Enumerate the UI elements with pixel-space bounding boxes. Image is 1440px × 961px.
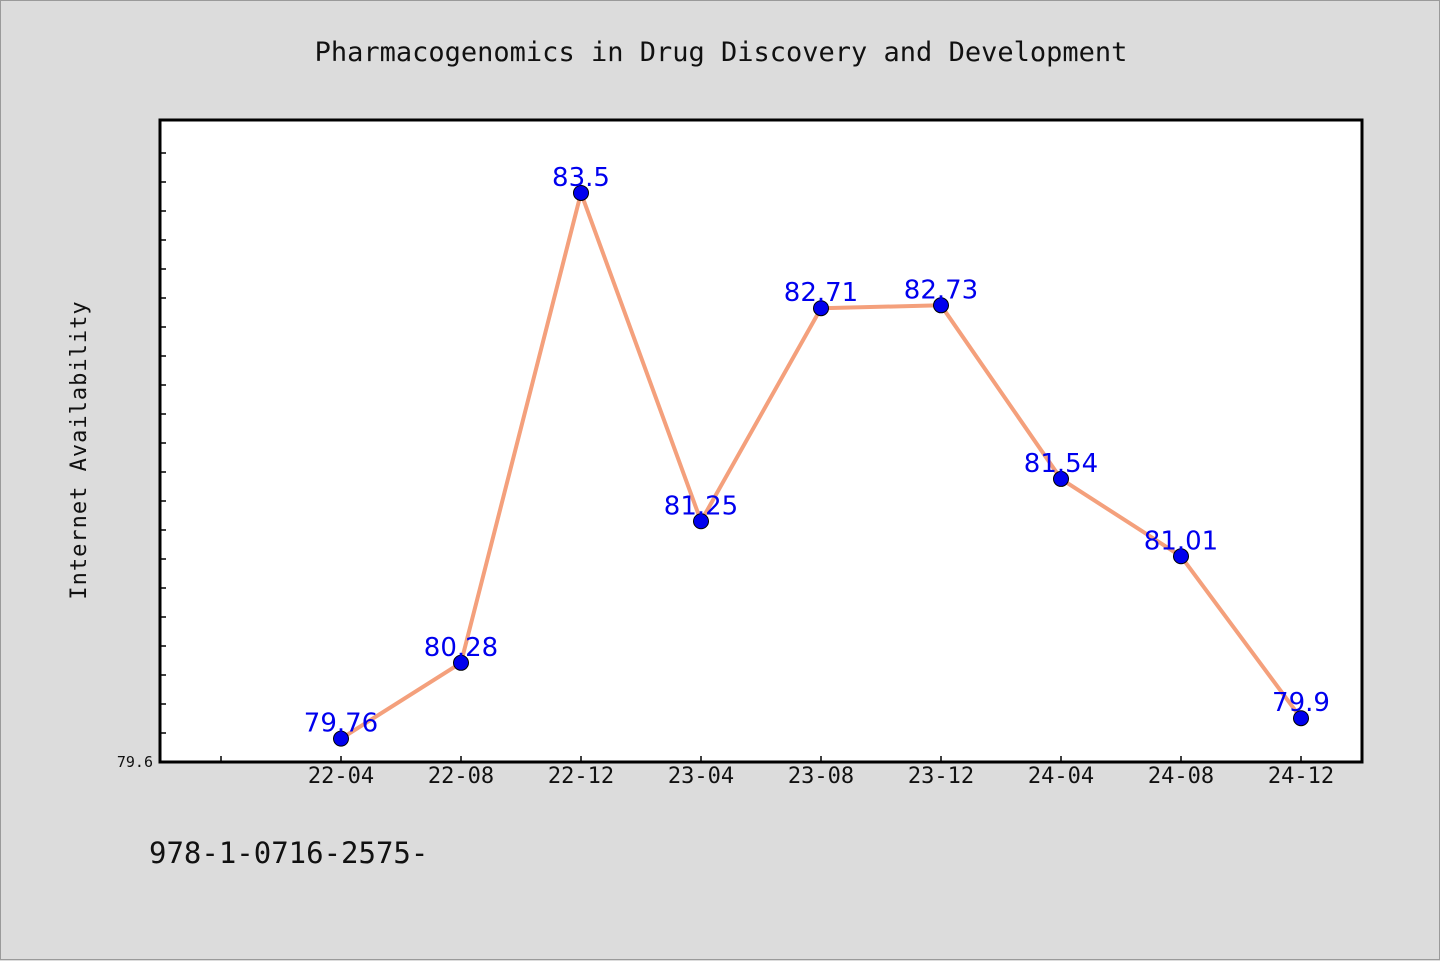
data-label: 81.01 <box>1144 526 1218 556</box>
data-point <box>1173 548 1189 565</box>
x-tick-label: 24-12 <box>1268 764 1334 789</box>
data-point <box>453 654 469 671</box>
data-markers <box>333 184 1309 747</box>
data-label: 82.71 <box>784 278 858 308</box>
data-point <box>1053 470 1069 487</box>
y-tick-label: 79.6 <box>117 753 153 771</box>
data-point <box>693 513 709 530</box>
data-labels: 79.76 80.28 83.5 81.25 82.71 82.73 81.54 81.01 7… <box>304 163 1330 739</box>
x-tick-label: 23-08 <box>788 764 854 789</box>
data-point <box>933 297 949 314</box>
x-tick-label: 24-08 <box>1148 764 1214 789</box>
plot-area <box>158 118 1364 764</box>
data-label: 83.5 <box>552 163 610 193</box>
x-tick-label: 22-08 <box>428 764 494 789</box>
data-label: 79.9 <box>1272 688 1330 718</box>
x-tick-label: 23-12 <box>908 764 974 789</box>
data-point <box>333 730 349 747</box>
data-label: 81.25 <box>664 491 738 521</box>
x-tick-label: 22-04 <box>308 764 374 789</box>
y-axis-label: Internet Availability <box>67 300 92 599</box>
x-tick-label: 22-12 <box>548 764 614 789</box>
data-label: 80.28 <box>424 633 498 663</box>
x-tick-label: 23-04 <box>668 764 734 789</box>
chart-title: Pharmacogenomics in Drug Discovery and D… <box>315 37 1128 68</box>
data-label: 81.54 <box>1024 449 1098 479</box>
x-axis-tick-labels: 22-04 22-08 22-12 23-04 23-08 23-12 24-04 24-08… <box>308 764 1334 789</box>
x-tick-label: 24-04 <box>1028 764 1094 789</box>
footnote: 978-1-0716-2575- <box>149 836 428 870</box>
data-point <box>573 184 589 201</box>
y-axis-ticks <box>160 152 166 734</box>
x-axis-ticks <box>220 756 1302 762</box>
data-label: 82.73 <box>904 275 978 305</box>
data-point <box>1293 710 1309 727</box>
data-point <box>813 300 829 317</box>
data-label: 79.76 <box>304 709 378 739</box>
